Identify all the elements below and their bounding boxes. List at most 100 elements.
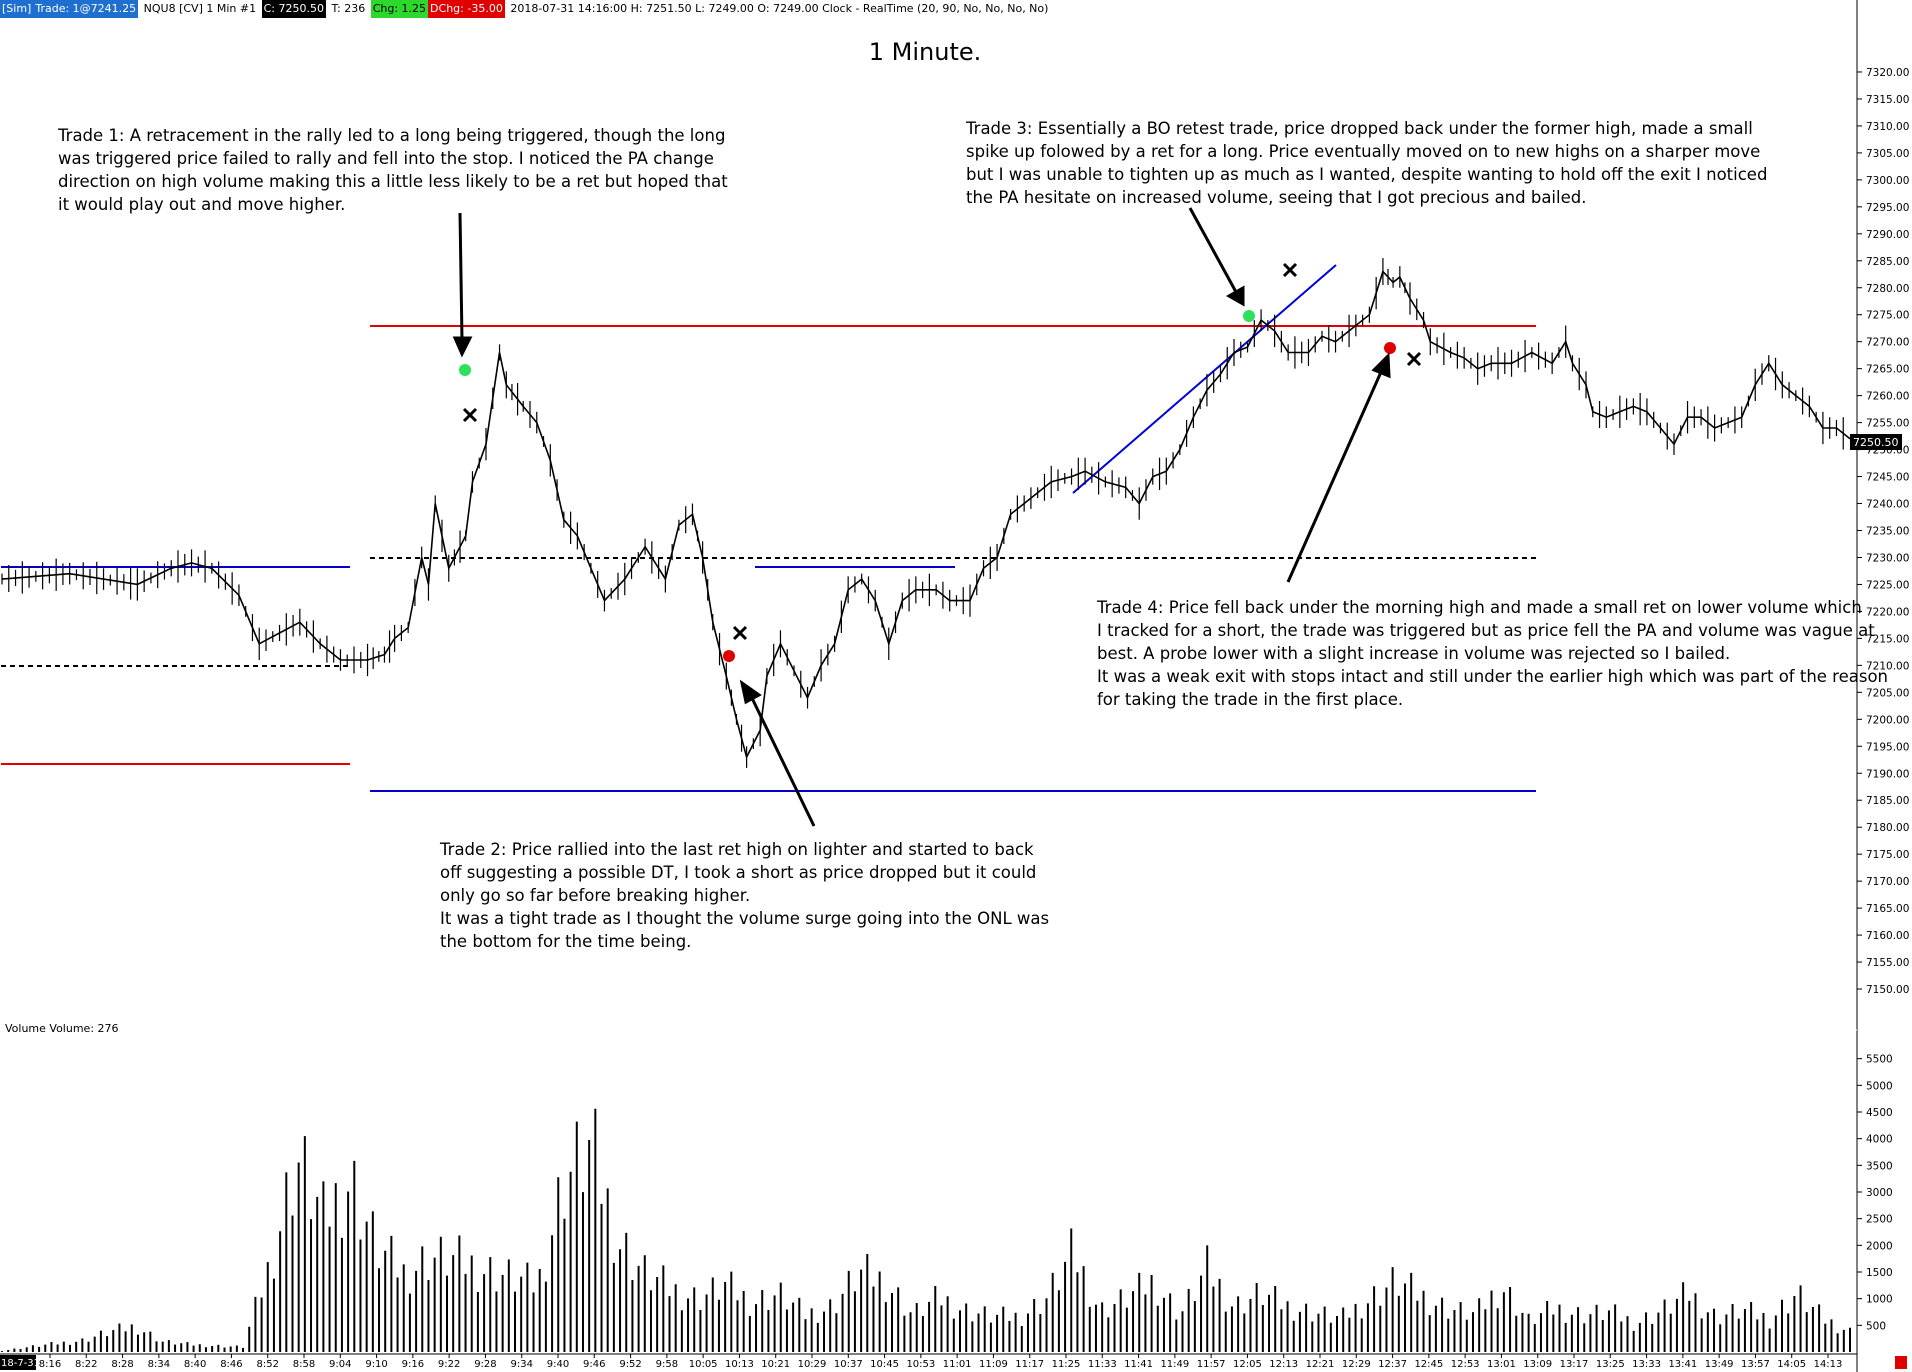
time-tick-label: 10:13 [725,1359,754,1370]
time-tick-label: 9:52 [619,1359,641,1370]
time-tick-label: 11:09 [979,1359,1008,1370]
trade2-arrowhead [739,679,762,705]
change-badge: Chg: 1.25 [370,0,429,18]
price-tick-label: 7215.00 [1866,633,1909,645]
trade3-long-entry-marker [1243,310,1255,322]
time-tick-label: 9:46 [583,1359,605,1370]
price-tick-label: 7310.00 [1866,121,1909,133]
price-tick-label: 7175.00 [1866,849,1909,861]
price-tick-label: 7290.00 [1866,229,1909,241]
time-tick-label: 9:40 [547,1359,569,1370]
close-badge: C: 7250.50 [261,0,326,18]
price-tick-label: 7200.00 [1866,714,1909,726]
date-badge [0,1355,36,1370]
time-tick-label: 13:49 [1705,1359,1734,1370]
trade1-arrow [458,212,464,341]
volume-series [1,1108,1851,1352]
price-line [1,270,1851,760]
time-tick-label: 10:45 [870,1359,899,1370]
time-tick-label: 8:28 [111,1359,133,1370]
time-tick-label: 11:17 [1015,1359,1044,1370]
trade1-stop-x-marker [462,407,478,423]
trade4-arrow [1286,371,1383,583]
price-tick-label: 7240.00 [1866,499,1909,511]
volume-tick-label: 2500 [1866,1214,1893,1226]
time-tick-label: 9:16 [402,1359,424,1370]
time-tick-label: 8:40 [184,1359,206,1370]
price-tick-label: 7205.00 [1866,687,1909,699]
trade2-short-entry-marker [723,650,735,662]
volume-tick-label: 5000 [1866,1080,1893,1092]
time-tick-label: 8:58 [293,1359,315,1370]
time-tick-label: 14:05 [1777,1359,1806,1370]
instrument-label: NQU8 [CV] 1 Min #1 [143,2,257,15]
trade3-arrowhead [1225,285,1245,307]
trade2-arrow [749,695,816,827]
trade4-arrowhead [1371,352,1391,379]
volume-tick-label: 5500 [1866,1054,1893,1066]
time-tick-label: 11:41 [1124,1359,1153,1370]
trade3-arrow [1188,207,1238,293]
volume-tick-label: 1500 [1866,1267,1893,1279]
time-tick-label: 12:45 [1414,1359,1443,1370]
price-tick-label: 7210.00 [1866,660,1909,672]
price-tick-label: 7190.00 [1866,768,1909,780]
price-tick-label: 7185.00 [1866,795,1909,807]
time-tick-label: 12:53 [1451,1359,1480,1370]
time-tick-label: 10:21 [761,1359,790,1370]
trade1-arrowhead [452,336,473,358]
last-price-badge [1850,434,1902,450]
time-tick-label: 11:01 [943,1359,972,1370]
trade-badge: Trade: 1@7241.25 [33,0,139,18]
price-tick-label: 7155.00 [1866,957,1909,969]
trade2-note: Trade 2: Price rallied into the last ret… [440,840,1050,951]
trade4-note: Trade 4: Price fell back under the morni… [1097,598,1889,709]
price-tick-label: 7255.00 [1866,418,1909,430]
volume-tick-label: 3000 [1866,1187,1893,1199]
sim-badge: [Sim] [0,0,34,18]
time-tick-label: 8:46 [220,1359,242,1370]
trade2-exit-x-marker [732,625,748,641]
trade1-note: Trade 1: A retracement in the rally led … [58,126,728,214]
time-tick-label: 9:34 [510,1359,532,1370]
time-tick-label: 9:10 [365,1359,387,1370]
time-tick-label: 13:01 [1487,1359,1516,1370]
price-tick-label: 7295.00 [1866,202,1909,214]
trade3-exit-x-marker [1282,262,1298,278]
trendline [1072,264,1337,494]
volume-panel-label: Volume Volume: 276 [5,1022,119,1035]
time-tick-label: 12:29 [1342,1359,1371,1370]
time-tick-label: 9:58 [656,1359,678,1370]
time-tick-label: 11:49 [1160,1359,1189,1370]
trade1-long-entry-marker [459,364,471,376]
volume-tick-label: 4000 [1866,1134,1893,1146]
price-tick-label: 7165.00 [1866,903,1909,915]
time-tick-label: 8:52 [256,1359,278,1370]
volume-tick-label: 2000 [1866,1240,1893,1252]
price-tick-label: 7160.00 [1866,930,1909,942]
alert-icon [1895,1356,1907,1369]
volume-ticks: 5500 5000 4500 4000 3500 3000 2500 2000 1500 1000… [1857,1054,1893,1332]
price-tick-label: 7315.00 [1866,94,1909,106]
price-tick-label: 7270.00 [1866,337,1909,349]
time-tick-label: 10:53 [906,1359,935,1370]
price-tick-label: 7245.00 [1866,472,1909,484]
time-tick-label: 10:29 [798,1359,827,1370]
trade4-short-entry-marker [1384,342,1396,354]
volume-tick-label: 500 [1866,1320,1886,1332]
price-tick-label: 7230.00 [1866,552,1909,564]
price-tick-label: 7300.00 [1866,175,1909,187]
time-tick-label: 12:37 [1378,1359,1407,1370]
trade4-exit-x-marker [1406,351,1422,367]
time-tick-label: 13:57 [1741,1359,1770,1370]
last-price-text: 7250.50 [1853,436,1899,449]
status-bar: [Sim] Trade: 1@7241.25 NQU8 [CV] 1 Min #1… [0,0,1050,18]
time-tick-label: 13:33 [1632,1359,1661,1370]
time-tick-label: 11:25 [1052,1359,1081,1370]
price-tick-label: 7285.00 [1866,256,1909,268]
price-tick-label: 7180.00 [1866,822,1909,834]
trade3-note: Trade 3: Essentially a BO retest trade, … [966,119,1768,207]
time-tick-label: 11:57 [1197,1359,1226,1370]
price-tick-label: 7170.00 [1866,876,1909,888]
